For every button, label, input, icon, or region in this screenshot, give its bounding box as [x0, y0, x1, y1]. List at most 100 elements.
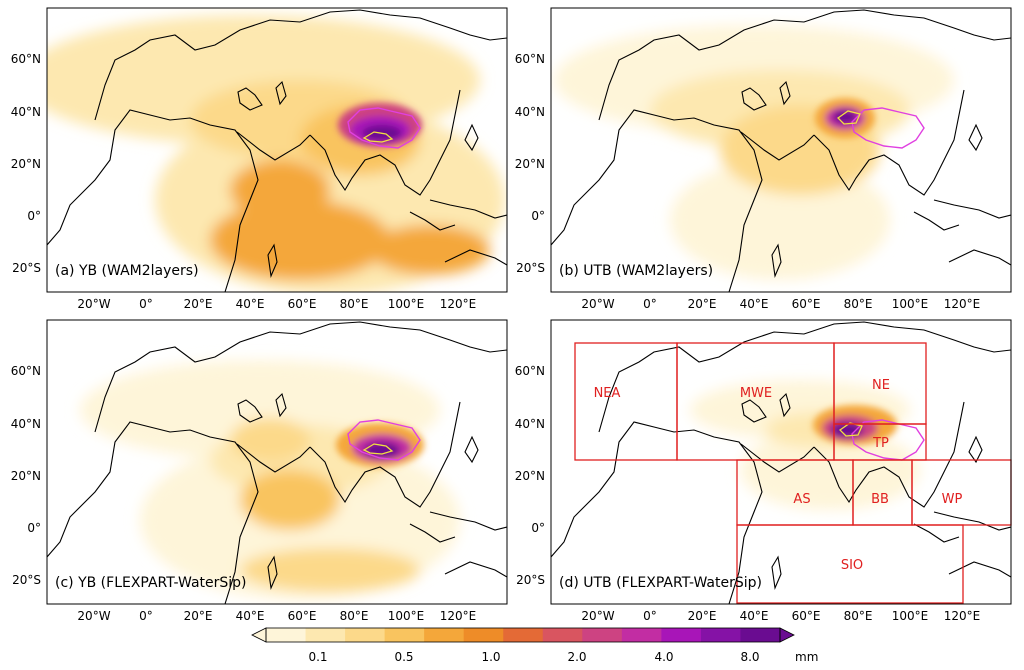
coastlines-a — [47, 9, 507, 292]
panel-c: (c) YB (FLEXPART-WaterSip) 60°N 40°N 20°… — [11, 319, 508, 623]
moisture-field-b — [554, 25, 954, 280]
colorbar-cell — [266, 628, 307, 642]
lat-tick-label: 40°N — [515, 417, 545, 431]
lon-tick-label: 100°E — [388, 609, 425, 623]
colorbar-cell — [621, 628, 662, 642]
lat-axis-c: 60°N 40°N 20°N 0° 20°S — [11, 364, 41, 587]
colorbar: 0.1 0.5 1.0 2.0 4.0 8.0 mm — [251, 627, 818, 664]
moisture-field-a — [47, 15, 505, 292]
lon-tick-label: 100°E — [388, 297, 425, 311]
lat-axis-d: 60°N 40°N 20°N 0° 20°S — [515, 364, 545, 587]
lat-tick-label: 20°N — [11, 469, 41, 483]
yb-outline-a — [362, 131, 394, 143]
lon-tick-label: 60°E — [792, 609, 821, 623]
lon-tick-label: 20°W — [77, 297, 110, 311]
lon-tick-label: 40°E — [740, 297, 769, 311]
colorbar-cell — [740, 628, 781, 642]
region-label-mwe: MWE — [740, 386, 772, 401]
lat-tick-label: 40°N — [11, 105, 41, 119]
colorbar-tick-label: 0.5 — [394, 650, 413, 664]
lat-tick-label: 60°N — [11, 52, 41, 66]
lon-tick-label: 80°E — [844, 609, 873, 623]
lon-tick-label: 40°E — [236, 297, 265, 311]
region-boxes — [574, 342, 1012, 604]
colorbar-cell — [661, 628, 702, 642]
panel-d: NEA MWE NE TP AS BB WP SIO (d) UTB (FLEX… — [515, 319, 1012, 623]
basin-outline-d — [851, 419, 925, 461]
region-label-bb: BB — [871, 492, 889, 507]
colorbar-cells — [266, 628, 781, 642]
panel-a: (a) YB (WAM2layers) 60°N 40°N 20°N 0° 20… — [11, 7, 508, 311]
region-label-as: AS — [793, 492, 810, 507]
lon-tick-label: 120°E — [440, 297, 477, 311]
region-labels: NEA MWE NE TP AS BB WP SIO — [594, 378, 963, 573]
lon-tick-label: 120°E — [944, 609, 981, 623]
lat-tick-label: 60°N — [515, 52, 545, 66]
colorbar-cell — [305, 628, 346, 642]
moisture-field-c — [80, 360, 460, 600]
region-label-wp: WP — [942, 492, 963, 507]
lon-tick-label: 20°E — [184, 297, 213, 311]
colorbar-cell — [700, 628, 741, 642]
lon-tick-label: 0° — [139, 297, 153, 311]
lon-tick-label: 20°E — [688, 609, 717, 623]
colorbar-frame — [265, 627, 781, 643]
colorbar-cell — [345, 628, 386, 642]
coastlines-c — [47, 321, 507, 604]
colorbar-cell — [384, 628, 425, 642]
colorbar-right-arrow — [779, 627, 795, 643]
region-box-nea — [574, 342, 678, 461]
basin-outline-b — [851, 107, 925, 149]
lon-tick-label: 120°E — [440, 609, 477, 623]
colorbar-tick-label: 8.0 — [740, 650, 759, 664]
map-frame-a — [46, 7, 508, 293]
lat-tick-label: 40°N — [515, 105, 545, 119]
lat-tick-label: 40°N — [11, 417, 41, 431]
colorbar-cell — [582, 628, 623, 642]
region-box-sio — [736, 524, 964, 604]
region-label-tp: TP — [872, 436, 889, 451]
colorbar-tick-label: 1.0 — [481, 650, 500, 664]
coastlines-d — [551, 321, 1011, 604]
lon-tick-label: 60°E — [792, 297, 821, 311]
lat-tick-label: 20°S — [12, 573, 41, 587]
lat-axis-a: 60°N 40°N 20°N 0° 20°S — [11, 52, 41, 275]
lat-tick-label: 20°S — [516, 573, 545, 587]
moisture-field-d — [690, 380, 920, 510]
lon-axis-b: 20°W 0° 20°E 40°E 60°E 80°E 100°E 120°E — [581, 297, 980, 311]
lon-axis-d: 20°W 0° 20°E 40°E 60°E 80°E 100°E 120°E — [581, 609, 980, 623]
lon-tick-label: 40°E — [236, 609, 265, 623]
map-frame-c — [46, 319, 508, 605]
colorbar-unit: mm — [795, 650, 818, 664]
lat-tick-label: 20°S — [516, 261, 545, 275]
lon-tick-label: 60°E — [288, 609, 317, 623]
lat-tick-label: 20°N — [515, 469, 545, 483]
yb-outline-c — [362, 443, 394, 455]
lon-tick-label: 20°E — [688, 297, 717, 311]
lat-tick-label: 0° — [27, 209, 41, 223]
colorbar-cell — [424, 628, 465, 642]
lon-tick-label: 0° — [643, 297, 657, 311]
panel-caption-c: (c) YB (FLEXPART-WaterSip) — [55, 575, 247, 591]
coastlines-b — [551, 9, 1011, 292]
lon-tick-label: 120°E — [944, 297, 981, 311]
panel-caption-a: (a) YB (WAM2layers) — [55, 263, 199, 279]
lon-tick-label: 20°W — [581, 609, 614, 623]
colorbar-tick-label: 0.1 — [308, 650, 327, 664]
colorbar-cell — [542, 628, 583, 642]
basin-outline-c — [347, 419, 421, 461]
lat-tick-label: 0° — [531, 209, 545, 223]
lat-tick-label: 60°N — [515, 364, 545, 378]
colorbar-left-arrow — [251, 627, 267, 643]
lat-tick-label: 20°S — [12, 261, 41, 275]
lon-tick-label: 20°W — [581, 297, 614, 311]
panel-caption-b: (b) UTB (WAM2layers) — [559, 263, 713, 279]
lon-axis-c: 20°W 0° 20°E 40°E 60°E 80°E 100°E 120°E — [77, 609, 476, 623]
lon-tick-label: 20°E — [184, 609, 213, 623]
colorbar-cell — [463, 628, 504, 642]
lat-tick-label: 20°N — [515, 157, 545, 171]
lon-tick-label: 60°E — [288, 297, 317, 311]
lon-tick-label: 40°E — [740, 609, 769, 623]
region-label-sio: SIO — [841, 558, 863, 573]
lon-tick-label: 80°E — [340, 609, 369, 623]
